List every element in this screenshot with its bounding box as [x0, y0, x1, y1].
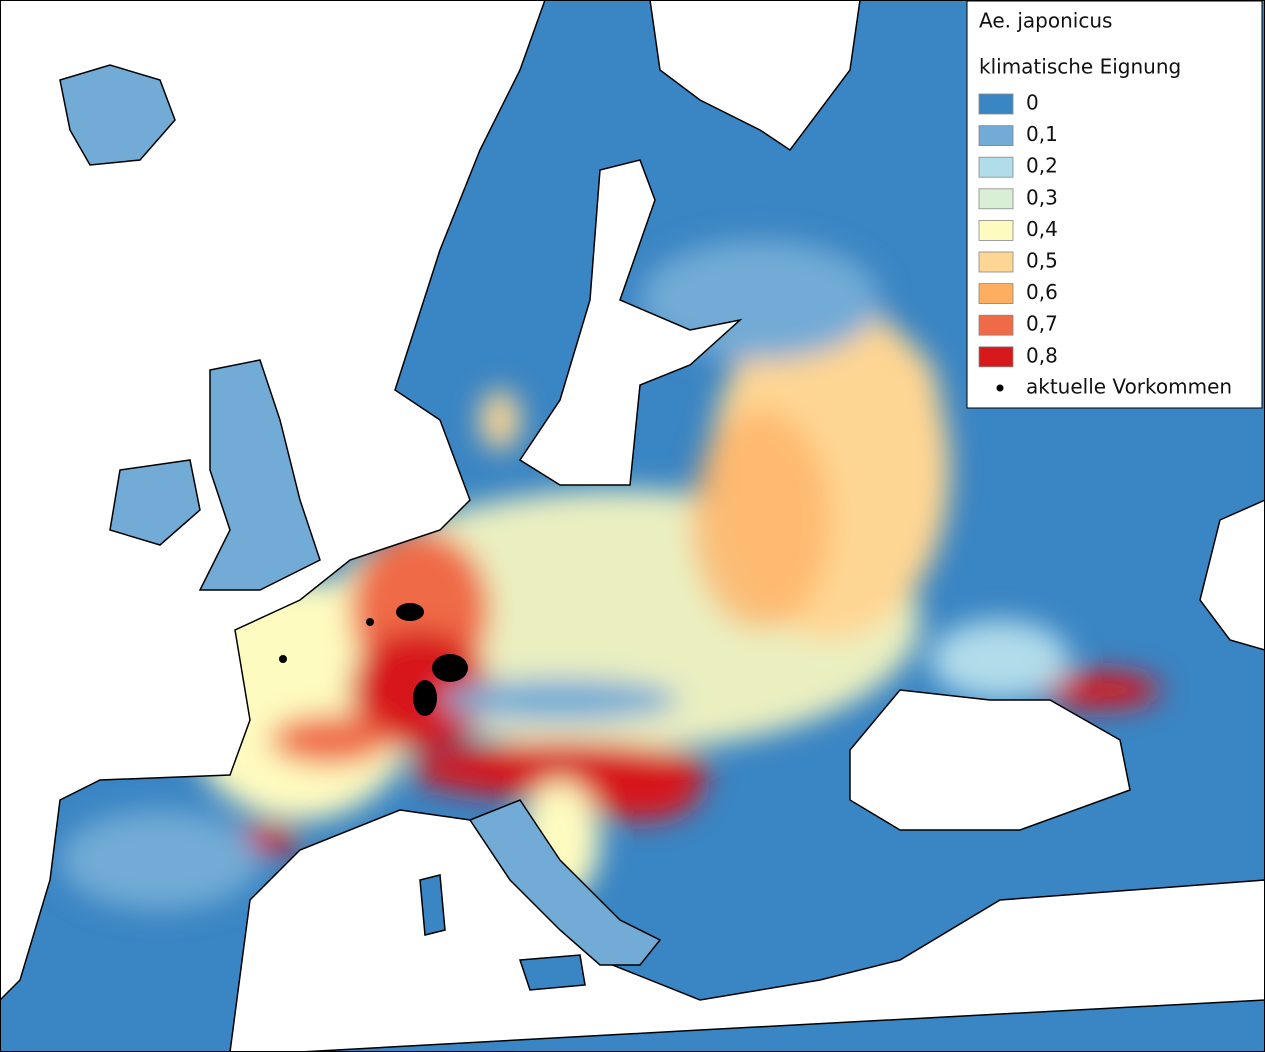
occurrences	[279, 603, 468, 716]
legend-title: Ae. japonicus	[979, 9, 1112, 33]
legend-label: 0,5	[1026, 249, 1058, 273]
legend-swatch	[978, 125, 1014, 146]
legend-label: 0,8	[1026, 343, 1058, 367]
legend-label: 0,2	[1026, 154, 1058, 178]
legend-label: 0,1	[1026, 122, 1058, 146]
legend-subtitle: klimatische Eignung	[979, 55, 1181, 79]
legend-label: 0,3	[1026, 185, 1058, 209]
legend-label: 0	[1026, 91, 1039, 115]
legend-box	[966, 0, 1263, 409]
legend-label: 0,7	[1026, 312, 1058, 336]
legend: Ae. japonicus klimatische Eignung 0 0,1 0,…	[966, 0, 1263, 409]
legend-swatch	[978, 283, 1014, 305]
legend-swatch	[978, 156, 1014, 178]
legend-label: 0,6	[1026, 280, 1058, 304]
legend-swatch	[978, 93, 1014, 115]
islands	[59, 64, 662, 991]
legend-swatch	[978, 314, 1014, 336]
legend-swatch	[978, 188, 1014, 210]
legend-swatch	[978, 219, 1014, 241]
legend-label: 0,4	[1026, 217, 1058, 241]
legend-items: 0 0,1 0,2 0,3 0,4 0,5 0,6 0,7 0,8	[978, 91, 1058, 368]
legend-point-label: aktuelle Vorkommen	[1026, 375, 1232, 399]
legend-point	[996, 384, 1004, 392]
legend-swatch	[978, 251, 1014, 273]
legend-swatch	[978, 346, 1014, 368]
